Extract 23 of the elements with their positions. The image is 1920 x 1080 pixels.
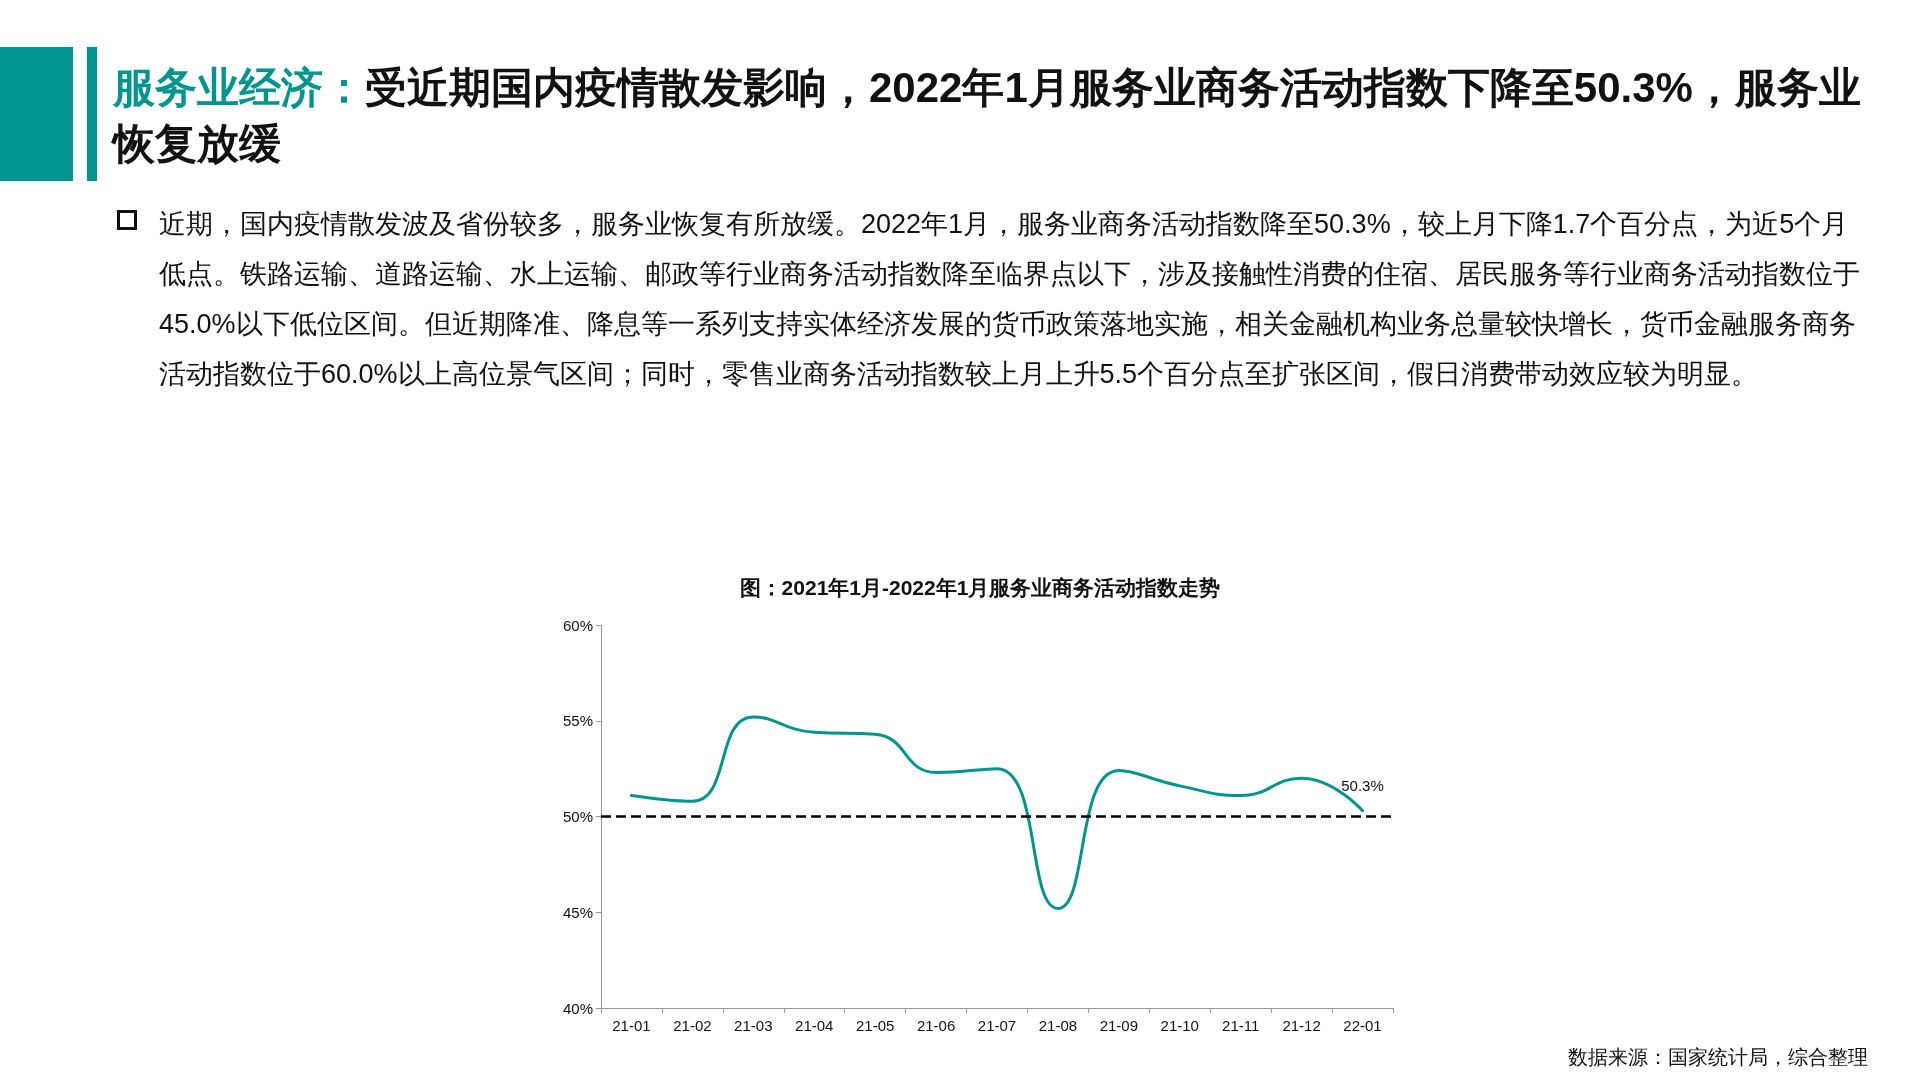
x-tick-label: 21-10 [1160, 1017, 1199, 1034]
source-note: 数据来源：国家统计局，综合整理 [1568, 1045, 1868, 1070]
y-tick-label: 50% [562, 808, 593, 825]
data-label: 50.3% [1341, 776, 1384, 794]
y-tick-label: 60% [562, 616, 593, 634]
x-tick-label: 21-04 [795, 1017, 834, 1034]
chart-title: 服务业经济：受近期国内疫情散发影响，2022年1月服务业商务活动指数下降至50.3%，服务业恢复放缓 [113, 64, 1861, 167]
x-tick-label: 21-06 [916, 1017, 956, 1034]
x-tick-label: 21-03 [734, 1017, 773, 1034]
x-tick-label: 22-01 [1343, 1017, 1382, 1034]
x-tick-label: 21-12 [1282, 1017, 1321, 1034]
x-tick-label: 21-07 [977, 1017, 1017, 1034]
x-tick-label: 21-02 [673, 1017, 712, 1034]
x-tick-label: 21-08 [1038, 1017, 1078, 1034]
chart-subtitle: 近期，国内疫情散发波及省份较多，服务业恢复有所放缓。2022年1月，服务业商务活动指数降至50.3%，较上月下降1.7个百分点，为近5个月低点。铁路运输、道路运输、水上运输、邮政等行业商务活动指数降至临界点以下，涉及接触性消费的住宿、居民服务等行业商务活动指数位于45.0%以下低位区间。但近期降准、降息等一系列支持实体经济发展的货币政策落地实施，相关金融机构业务总量较快增长，货币金融服务商务活动指数位于60.0%以上高位景气区间；同时，零售业商务活动指数较上月上升5.5个百分点至扩张区间，假日消费带动效应较为明显。 [159, 208, 1861, 391]
y-tick-label: 55% [562, 712, 593, 730]
text: 图：2021年1月-2022年1月服务业商务活动指数走势 [739, 576, 1221, 599]
x-tick-label: 21-11 [1222, 1017, 1260, 1034]
x-tick-label: 21-09 [1099, 1017, 1139, 1034]
y-tick-label: 45% [562, 903, 593, 921]
y-tick-label: 40% [562, 999, 593, 1017]
x-tick-label: 21-05 [855, 1017, 895, 1034]
x-tick-label: 21-01 [612, 1017, 651, 1034]
